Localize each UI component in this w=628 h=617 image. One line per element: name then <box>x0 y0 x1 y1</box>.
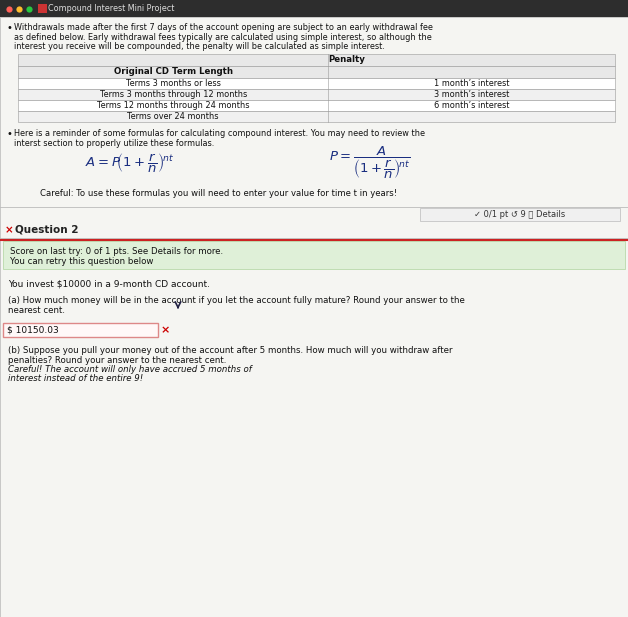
Text: Original CD Term Length: Original CD Term Length <box>114 67 233 77</box>
Text: 6 month’s interest: 6 month’s interest <box>434 101 509 110</box>
Text: $A = P\!\left(1+\dfrac{r}{n}\right)^{\!nt}$: $A = P\!\left(1+\dfrac{r}{n}\right)^{\!n… <box>85 151 175 175</box>
Bar <box>18 66 615 78</box>
Text: interest you receive will be compounded, the penalty will be calculated as simpl: interest you receive will be compounded,… <box>14 42 385 51</box>
Text: interest instead of the entire 9!: interest instead of the entire 9! <box>8 374 143 383</box>
Text: Compound Interest Mini Project: Compound Interest Mini Project <box>48 4 175 13</box>
Bar <box>18 100 615 111</box>
Text: Terms 3 months through 12 months: Terms 3 months through 12 months <box>100 90 247 99</box>
Text: as defined below. Early withdrawal fees typically are calculated using simple in: as defined below. Early withdrawal fees … <box>14 33 432 41</box>
Text: •: • <box>6 129 12 139</box>
Text: ×: × <box>5 225 14 235</box>
Text: You invest $10000 in a 9-month CD account.: You invest $10000 in a 9-month CD accoun… <box>8 279 210 288</box>
Text: Terms 12 months through 24 months: Terms 12 months through 24 months <box>97 101 249 110</box>
Text: ×: × <box>161 325 170 335</box>
Text: $P = \dfrac{A}{\left(1+\dfrac{r}{n}\right)^{\!nt}}$: $P = \dfrac{A}{\left(1+\dfrac{r}{n}\righ… <box>329 145 411 181</box>
Text: (b) Suppose you pull your money out of the account after 5 months. How much will: (b) Suppose you pull your money out of t… <box>8 346 453 355</box>
Bar <box>18 89 615 100</box>
Text: $ 10150.03: $ 10150.03 <box>7 326 59 334</box>
Text: Careful! The account will only have accrued 5 months of: Careful! The account will only have accr… <box>8 365 252 374</box>
Bar <box>420 208 620 221</box>
Text: You can retry this question below: You can retry this question below <box>10 257 153 267</box>
Text: (a) How much money will be in the account if you let the account fully mature? R: (a) How much money will be in the accoun… <box>8 296 465 305</box>
Text: Terms 3 months or less: Terms 3 months or less <box>126 79 220 88</box>
Text: •: • <box>6 23 12 33</box>
Bar <box>3 323 158 337</box>
Bar <box>18 54 615 66</box>
Bar <box>18 111 615 122</box>
Bar <box>3 241 625 269</box>
Bar <box>0 0 628 17</box>
Text: Here is a reminder of some formulas for calculating compound interest. You may n: Here is a reminder of some formulas for … <box>14 129 425 138</box>
Text: Question 2: Question 2 <box>15 225 78 235</box>
Text: Terms over 24 months: Terms over 24 months <box>127 112 219 121</box>
Text: 3 month’s interest: 3 month’s interest <box>434 90 509 99</box>
Text: penalties? Round your answer to the nearest cent.: penalties? Round your answer to the near… <box>8 356 229 365</box>
Bar <box>38 4 47 13</box>
Text: ✓ 0/1 pt ↺ 9 ⓘ Details: ✓ 0/1 pt ↺ 9 ⓘ Details <box>474 210 566 219</box>
Text: Careful: To use these formulas you will need to enter your value for time t in y: Careful: To use these formulas you will … <box>40 189 397 198</box>
Text: Penalty: Penalty <box>328 56 365 65</box>
Text: 1 month’s interest: 1 month’s interest <box>434 79 509 88</box>
Text: interst section to properly utilize these formulas.: interst section to properly utilize thes… <box>14 138 214 147</box>
Text: Score on last try: 0 of 1 pts. See Details for more.: Score on last try: 0 of 1 pts. See Detai… <box>10 247 223 255</box>
Bar <box>18 78 615 89</box>
Text: Withdrawals made after the first 7 days of the account opening are subject to an: Withdrawals made after the first 7 days … <box>14 23 433 32</box>
Text: nearest cent.: nearest cent. <box>8 306 65 315</box>
